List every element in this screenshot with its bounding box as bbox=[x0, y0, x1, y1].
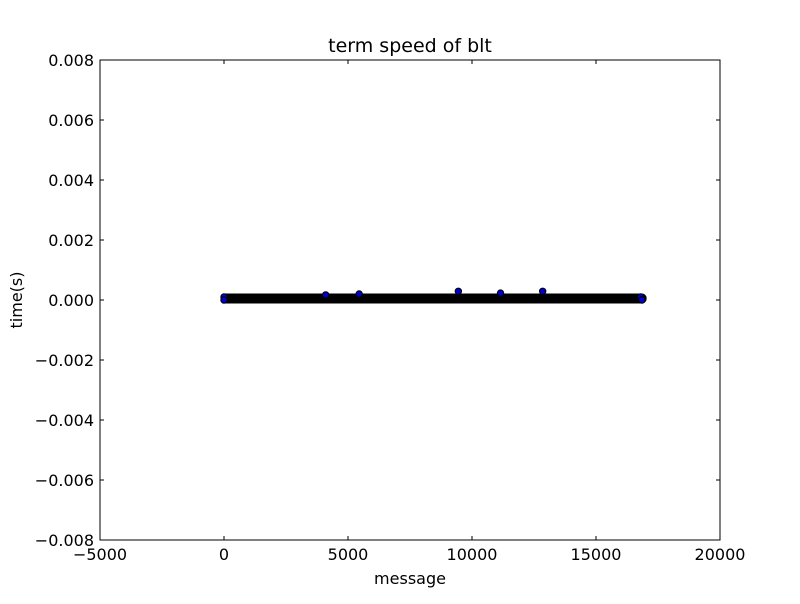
y-tick-label: 0.004 bbox=[48, 171, 94, 190]
scatter-point bbox=[638, 296, 646, 304]
x-axis-title: message bbox=[374, 569, 446, 588]
scatter-point bbox=[321, 291, 330, 299]
y-tick-label: −0.004 bbox=[35, 411, 94, 430]
x-tick-label: 10000 bbox=[447, 545, 498, 564]
x-tick-label: −5000 bbox=[73, 545, 127, 564]
scatter-point bbox=[220, 296, 228, 304]
scatter-point bbox=[454, 287, 463, 295]
scatter-point bbox=[496, 289, 505, 297]
plot-layer: −5000 0 5000 10000 15000 20000 −0.008 −0.006 −0.… bbox=[35, 51, 746, 564]
y-axis-title: time(s) bbox=[7, 272, 26, 329]
y-tick-label: 0.006 bbox=[48, 111, 94, 130]
x-tick-label: 20000 bbox=[695, 545, 746, 564]
y-tick-label: 0.002 bbox=[48, 231, 94, 250]
y-tick-label: −0.008 bbox=[35, 531, 94, 550]
scatter-point-band bbox=[220, 293, 647, 304]
x-tick-label: 5000 bbox=[328, 545, 369, 564]
y-tick-label: −0.006 bbox=[35, 471, 94, 490]
x-tick-label: 0 bbox=[219, 545, 229, 564]
y-tick-label: 0.000 bbox=[48, 291, 94, 310]
scatter-point bbox=[355, 290, 363, 298]
scatter-point bbox=[538, 287, 547, 295]
y-tick-label: −0.002 bbox=[35, 351, 94, 370]
y-tick-label: 0.008 bbox=[48, 51, 94, 70]
chart-title: term speed of blt bbox=[328, 35, 492, 57]
x-tick-label: 15000 bbox=[571, 545, 622, 564]
